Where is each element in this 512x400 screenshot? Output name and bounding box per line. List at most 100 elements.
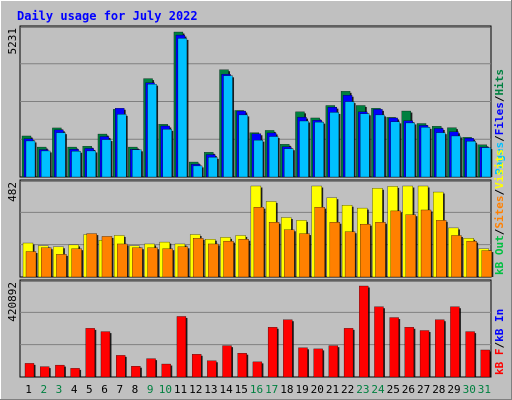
bar-sites-day-7 [117,243,128,278]
x-tick-label-day-2: 2 [40,383,47,396]
x-tick-label-day-14: 14 [219,383,233,396]
legend-entry: kB Out [493,235,506,275]
y-max-label: 5231 [6,28,19,55]
bar-kb-f-day-24 [374,306,384,378]
legend-entry: kB In [493,309,506,342]
bar-kb-f-day-12 [191,354,202,378]
bar-sites-day-3 [56,254,67,278]
x-tick-label-day-26: 26 [402,383,415,396]
x-tick-label-day-24: 24 [371,383,385,396]
x-tick-label-day-27: 27 [417,383,430,396]
bar-pages-day-2 [41,150,51,178]
x-tick-label-day-3: 3 [56,383,63,396]
bar-sites-day-23 [360,223,371,278]
panel-kbytes: 420892 kB F/kB In [6,279,506,378]
bar-pages-day-19 [299,120,309,178]
bar-sites-day-4 [71,248,82,278]
bar-kb-f-day-10 [161,363,171,378]
bar-pages-day-29 [451,135,461,178]
bar-pages-day-5 [86,150,96,178]
bar-sites-day-9 [147,247,158,278]
legend-entry: Visits [493,149,506,189]
bar-pages-day-28 [436,132,446,178]
bar-kb-f-day-21 [328,345,339,378]
bar-kb-f-day-9 [146,358,156,378]
bar-sites-day-6 [101,236,113,278]
bar-pages-day-26 [405,122,415,178]
bar-kb-f-day-4 [70,368,80,378]
legend-separator: / [493,342,506,349]
bar-pages-day-31 [481,147,491,178]
bar-sites-day-13 [208,243,219,278]
bar-kb-f-day-8 [131,366,141,378]
x-tick-label-day-11: 11 [174,383,187,396]
bar-pages-day-3 [56,132,66,178]
bar-sites-day-25 [390,210,401,278]
bar-pages-day-6 [101,139,112,178]
x-tick-label-day-1: 1 [25,383,32,396]
x-tick-label-day-12: 12 [189,383,202,396]
legend-entry: Pages [493,142,506,175]
bar-pages-day-14 [223,75,233,178]
bar-kb-f-day-7 [116,355,126,378]
panel-legend: kB F/kB In [493,309,506,375]
bar-kb-f-day-18 [283,319,293,378]
x-tick-label-day-21: 21 [326,383,339,396]
bar-sites-day-24 [375,222,386,278]
x-axis-labels: 1 2 3 4 5 6 7 8 9 10 11 12 13 14 15 16 17 18 19 20 21 22 23 24 2… [25,383,491,396]
bar-kb-f-day-29 [450,306,460,378]
bar-pages-day-7 [117,114,127,178]
bar-sites-day-11 [177,246,189,278]
bar-sites-day-31 [481,250,492,278]
bar-pages-day-12 [192,165,203,178]
bar-pages-day-9 [147,83,157,178]
x-tick-label-day-13: 13 [204,383,217,396]
legend-entry: Files [493,102,506,135]
bar-kb-f-day-22 [343,328,354,378]
bar-pages-day-8 [132,149,142,178]
x-tick-label-day-28: 28 [432,383,445,396]
bar-sites-day-16 [253,206,265,278]
bar-sites-day-2 [41,247,52,278]
bar-sites-day-1 [25,251,37,278]
bar-sites-day-28 [436,220,447,278]
bar-pages-day-23 [360,113,370,178]
bar-pages-day-17 [268,136,279,178]
x-tick-label-day-7: 7 [116,383,123,396]
bar-pages-day-4 [71,151,81,178]
x-tick-label-day-17: 17 [265,383,278,396]
legend-separator: / [493,135,506,142]
x-tick-label-day-18: 18 [280,383,293,396]
bar-sites-day-8 [132,247,143,278]
bar-kb-f-day-26 [404,327,414,378]
x-tick-label-day-25: 25 [387,383,400,396]
bar-sites-day-15 [238,239,249,278]
bar-sites-day-20 [314,206,325,278]
legend-separator: / [493,189,506,196]
bar-kb-f-day-5 [85,328,95,378]
bar-sites-day-29 [451,235,462,278]
x-tick-label-day-31: 31 [478,383,491,396]
bar-sites-day-14 [223,240,234,278]
bar-pages-day-15 [238,114,248,178]
x-tick-label-day-23: 23 [356,383,369,396]
bar-sites-day-19 [299,233,310,278]
bar-pages-day-25 [390,121,400,178]
bar-kb-f-day-17 [267,327,278,378]
bar-pages-day-1 [25,140,36,178]
x-tick-label-day-16: 16 [250,383,263,396]
bar-pages-day-24 [375,114,385,178]
x-tick-label-day-6: 6 [101,383,108,396]
legend-entry: Sites [493,196,506,229]
y-max-label: 420892 [6,282,19,322]
bar-sites-day-5 [86,233,97,278]
x-tick-label-day-8: 8 [132,383,139,396]
bar-sites-day-27 [420,209,432,278]
legend-entry: kB F [493,349,506,376]
bar-sites-day-18 [284,229,295,278]
x-tick-label-day-29: 29 [447,383,460,396]
bar-pages-day-13 [208,157,218,178]
bar-kb-f-day-30 [465,331,475,378]
